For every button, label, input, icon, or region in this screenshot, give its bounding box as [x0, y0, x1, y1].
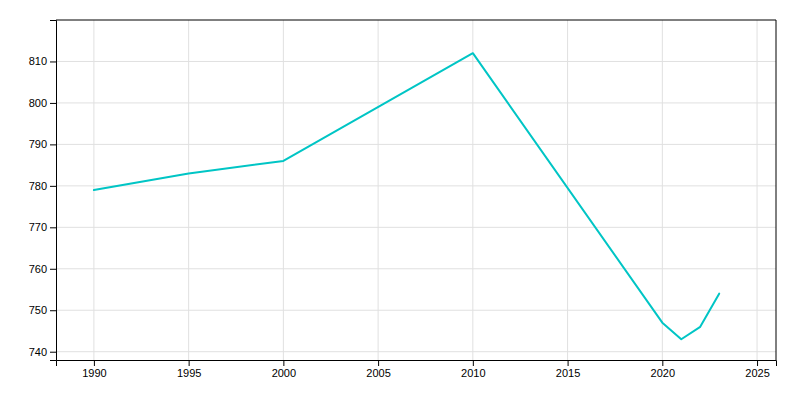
tick-label: 2020 [651, 367, 675, 379]
chart: 1990 1995 2000 2005 2010 2015 2020 2025 740 750 76… [0, 0, 800, 400]
tick: 2020 [651, 360, 675, 379]
grid-line [56, 185, 776, 186]
tick: 780 [29, 180, 56, 192]
tick-label: 2025 [745, 367, 769, 379]
tick-mark [568, 360, 569, 366]
tick-mark [50, 144, 56, 145]
tick-mark [283, 360, 284, 366]
tick-label: 740 [29, 346, 47, 358]
grid-line [56, 61, 776, 62]
tick: 2000 [272, 360, 296, 379]
grid-line [757, 20, 758, 360]
tick-label: 760 [29, 263, 47, 275]
tick: 2015 [556, 360, 580, 379]
tick-mark [50, 103, 56, 104]
axis-line [57, 361, 777, 367]
tick-mark [662, 360, 663, 366]
tick: 760 [29, 263, 56, 275]
tick-label: 1990 [82, 367, 106, 379]
tick-label: 2000 [272, 367, 296, 379]
grid-line [662, 20, 663, 360]
tick-label: 2010 [461, 367, 485, 379]
tick-label: 2005 [366, 367, 390, 379]
tick: 2025 [745, 360, 769, 379]
plot: 1990 1995 2000 2005 2010 2015 2020 2025 740 750 76… [29, 20, 777, 379]
frame-line [776, 20, 777, 360]
tick-mark [757, 360, 758, 366]
y-axis: 740 750 760 770 780 790 800 810 [29, 21, 57, 361]
grid-line [188, 20, 189, 360]
tick: 800 [29, 97, 56, 109]
tick-mark [50, 61, 56, 62]
tick: 770 [29, 221, 56, 233]
tick-label: 770 [29, 221, 47, 233]
tick: 750 [29, 304, 56, 316]
tick-mark [378, 360, 379, 366]
frame-line [56, 20, 776, 21]
tick-label: 780 [29, 180, 47, 192]
tick: 790 [29, 138, 56, 150]
tick: 740 [29, 346, 56, 358]
tick: 1995 [177, 360, 201, 379]
tick: 1990 [82, 360, 106, 379]
tick-mark [50, 310, 56, 311]
grid-line [56, 102, 776, 103]
tick-mark [189, 360, 190, 366]
grid-line [472, 20, 473, 360]
grid-line [56, 227, 776, 228]
tick-label: 1995 [177, 367, 201, 379]
tick-label: 800 [29, 97, 47, 109]
tick-mark [50, 352, 56, 353]
tick: 2010 [461, 360, 485, 379]
grid-line [56, 351, 776, 352]
tick-mark [50, 186, 56, 187]
grid-line [378, 20, 379, 360]
tick-label: 750 [29, 304, 47, 316]
tick-label: 810 [29, 55, 47, 67]
tick: 2005 [366, 360, 390, 379]
grid-line [56, 310, 776, 311]
tick-mark [50, 227, 56, 228]
tick-mark [473, 360, 474, 366]
grid-line [56, 268, 776, 269]
tick: 810 [29, 55, 56, 67]
grid [56, 20, 776, 360]
x-axis: 1990 1995 2000 2005 2010 2015 2020 2025 [57, 360, 777, 379]
line [94, 53, 719, 339]
tick-mark [50, 269, 56, 270]
axis-line [50, 21, 57, 361]
tick-label: 790 [29, 138, 47, 150]
grid-line [56, 144, 776, 145]
tick-label: 2015 [556, 367, 580, 379]
marks [94, 53, 719, 339]
grid-line [283, 20, 284, 360]
tick-mark [94, 360, 95, 366]
